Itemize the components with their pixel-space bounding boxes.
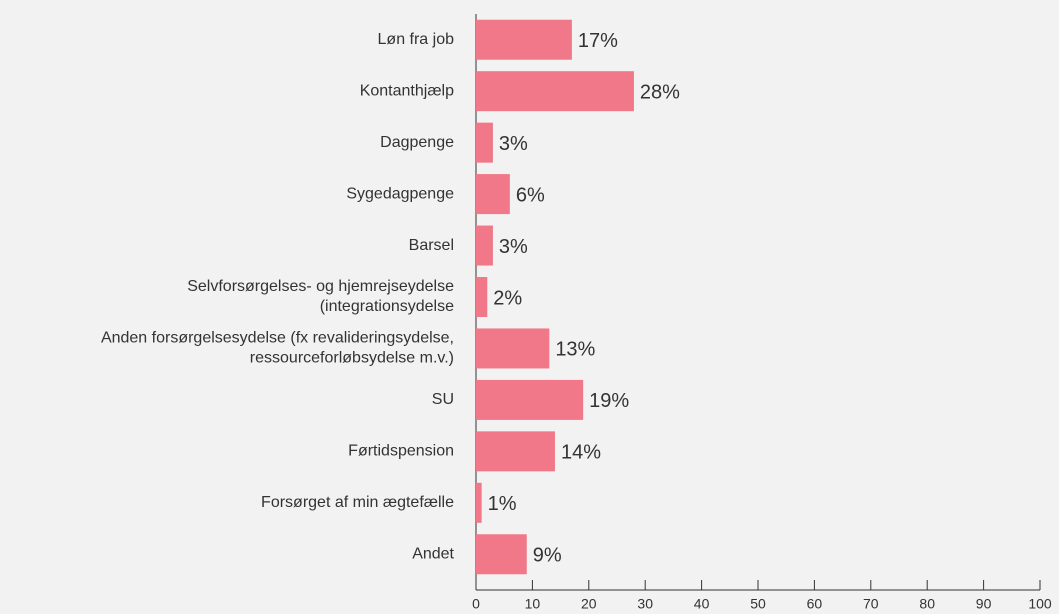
value-label: 17% — [578, 30, 618, 52]
bar — [476, 431, 555, 472]
category-label: ressourceforløbsydelse m.v.) — [250, 350, 454, 367]
x-tick-label: 0 — [472, 596, 480, 612]
x-tick-label: 40 — [694, 596, 710, 612]
x-tick-label: 70 — [863, 596, 879, 612]
value-label: 3% — [499, 236, 528, 258]
x-tick-label: 100 — [1028, 596, 1052, 612]
bar — [476, 71, 634, 112]
bar — [476, 328, 550, 369]
value-label: 6% — [516, 184, 545, 206]
x-tick-label: 10 — [525, 596, 541, 612]
value-label: 14% — [561, 442, 601, 464]
category-label: Forsørget af min ægtefælle — [261, 494, 454, 511]
bar — [476, 122, 493, 163]
bar — [476, 482, 482, 523]
value-label: 3% — [499, 133, 528, 155]
category-label: Andet — [412, 545, 454, 562]
bar — [476, 174, 510, 215]
category-label: Kontanthjælp — [360, 82, 454, 99]
value-label: 1% — [488, 493, 517, 515]
bar — [476, 225, 493, 266]
value-label: 19% — [589, 390, 629, 412]
category-label: Sygedagpenge — [346, 185, 454, 202]
category-label: Førtidspension — [348, 443, 454, 460]
category-label: Dagpenge — [380, 134, 454, 151]
bar — [476, 379, 584, 420]
x-tick-label: 60 — [807, 596, 823, 612]
bar — [476, 19, 572, 60]
category-label: Løn fra job — [378, 31, 455, 48]
category-label: Anden forsørgelsesydelse (fx revaliderin… — [101, 330, 454, 347]
category-label: Selvforsørgelses- og hjemrejseydelse — [187, 278, 454, 295]
x-tick-label: 80 — [919, 596, 935, 612]
value-label: 28% — [640, 81, 680, 103]
x-tick-label: 90 — [976, 596, 992, 612]
category-label: (integrationsydelse — [320, 298, 454, 315]
x-tick-label: 30 — [637, 596, 653, 612]
category-label: Barsel — [409, 237, 454, 254]
x-tick-label: 20 — [581, 596, 597, 612]
value-label: 9% — [533, 545, 562, 567]
bar — [476, 277, 488, 317]
value-label: 13% — [555, 339, 595, 361]
value-label: 2% — [493, 287, 522, 309]
bar — [476, 534, 527, 575]
category-label: SU — [432, 391, 454, 408]
x-tick-label: 50 — [750, 596, 766, 612]
